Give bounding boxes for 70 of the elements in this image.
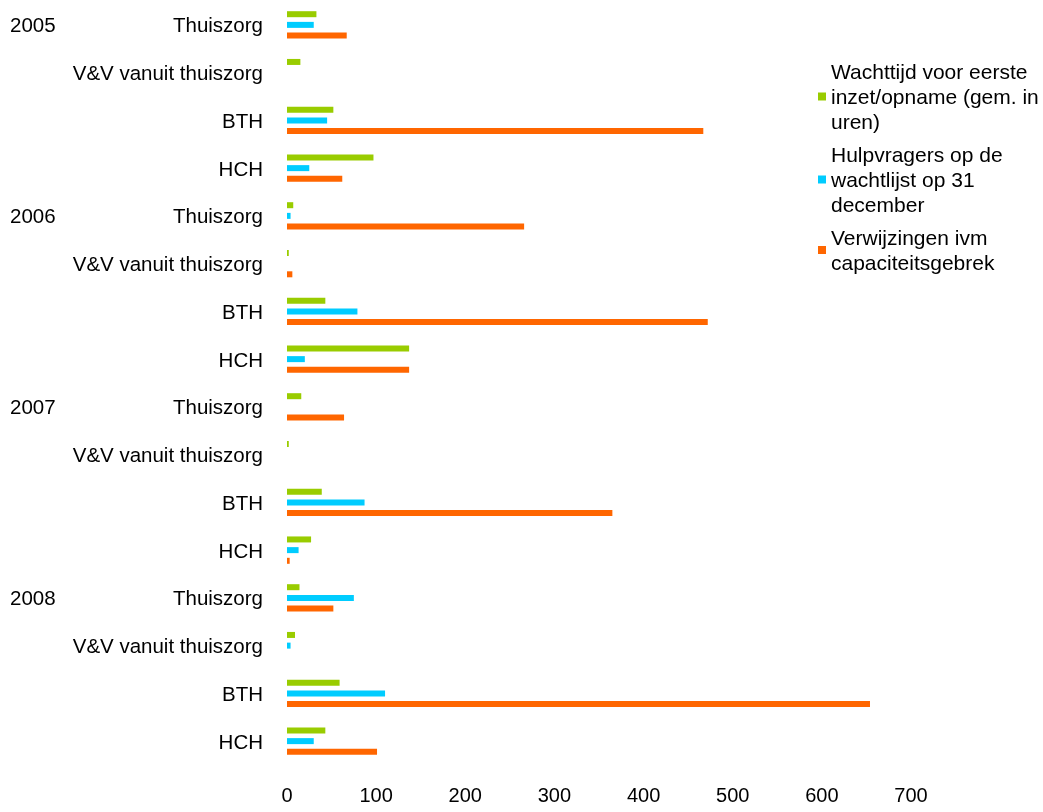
y-tick-label: Thuiszorg [172,204,263,228]
bar [287,631,296,638]
bar [287,202,294,209]
y-tick-label: BTH [222,108,263,132]
bar [287,679,340,686]
bar [287,32,347,39]
legend-label: Hulpvragers op de wachtlijst op 31 december [830,143,1009,216]
y-tick-label: Thuiszorg [172,13,263,37]
y-tick-label: HCH [218,156,263,180]
y-tick-label: V&V vanuit thuiszorg [72,443,263,467]
y-tick-label: Thuiszorg [172,395,263,419]
bar [287,11,317,18]
bar [287,165,310,172]
x-tick-label: 100 [359,784,393,806]
bar [287,642,291,649]
y-tick-label: V&V vanuit thuiszorg [72,634,263,658]
bar [287,21,314,28]
bar [287,175,343,182]
legend-label: Wachttijd voor eerste inzet/opname (gem. in uren) [831,60,1043,133]
x-tick-label: 700 [894,784,928,806]
bar [287,547,299,554]
bar [287,117,328,124]
bar [287,414,345,421]
bar [287,510,613,517]
bar [287,319,708,326]
bar [287,557,290,564]
text: 2005 [10,13,56,37]
bar [287,106,334,113]
bar [287,223,525,230]
x-tick-label: 200 [448,784,482,806]
x-tick-label: 400 [626,784,661,806]
bar [287,738,314,745]
bar [287,727,326,734]
bar [287,488,322,495]
bar [287,308,358,315]
text: 2007 [10,395,56,419]
x-tick-label: 500 [716,784,750,806]
bar [287,536,312,543]
bar [287,701,870,708]
y-tick-label: HCH [218,347,263,371]
y-tick-label: V&V vanuit thuiszorg [72,61,263,85]
bar [287,366,410,373]
text: 2008 [10,586,56,610]
bar [287,345,410,352]
bar [287,748,378,755]
y-tick-label: HCH [218,538,263,562]
legend-label: Verwijzingen ivm capaciteitsgebrek [831,226,995,274]
bar [287,271,293,278]
bar [287,356,305,363]
bar [287,690,386,697]
bar [287,499,365,506]
y-tick-label: HCH [218,729,263,753]
text: 2006 [10,204,56,228]
y-tick-label: V&V vanuit thuiszorg [72,252,263,276]
bar [287,58,301,65]
y-tick-label: BTH [222,681,263,705]
y-tick-label: BTH [222,299,263,323]
bar [287,297,326,304]
bar [287,393,302,400]
bar [287,212,291,219]
bar [287,594,354,601]
x-tick-label: 0 [281,784,293,806]
bar [287,584,300,591]
x-tick-label: 600 [805,784,839,806]
x-tick-label: 300 [537,784,572,806]
bar [287,605,334,612]
y-tick-label: BTH [222,490,263,514]
bar [287,154,374,161]
bar [287,128,704,135]
y-tick-label: Thuiszorg [172,586,263,610]
